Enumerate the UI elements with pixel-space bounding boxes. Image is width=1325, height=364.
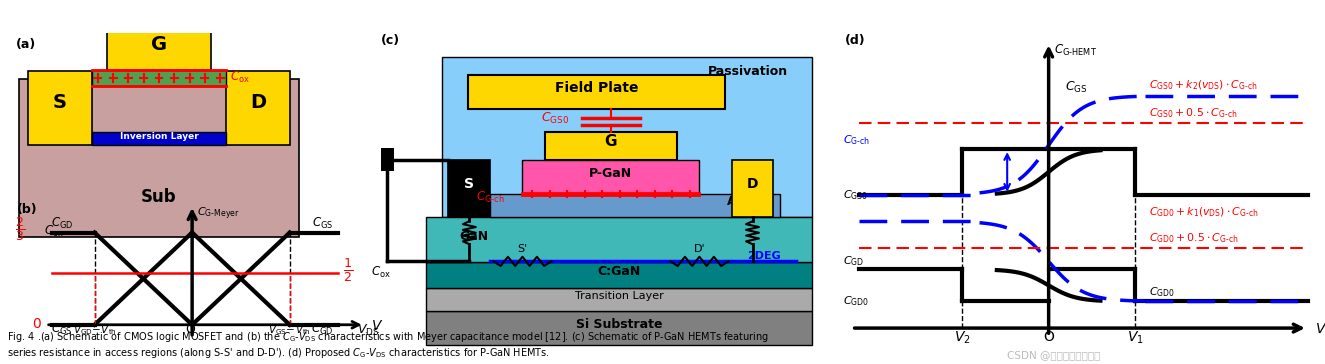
Text: 2DEG: 2DEG — [747, 251, 780, 261]
Bar — [490, 194, 780, 217]
Text: Inversion Layer: Inversion Layer — [119, 132, 199, 141]
Text: $C_{\rm ox}$: $C_{\rm ox}$ — [44, 224, 64, 239]
Text: $C_{\rm GD}$: $C_{\rm GD}$ — [843, 254, 864, 268]
Text: $C_{\rm ox}$: $C_{\rm ox}$ — [231, 70, 250, 85]
Text: D: D — [250, 94, 266, 112]
Text: (a): (a) — [16, 38, 36, 51]
Text: $\frac{1}{2}$: $\frac{1}{2}$ — [343, 256, 354, 284]
Text: O: O — [186, 323, 195, 336]
Text: $C_{\rm GS}$: $C_{\rm GS}$ — [1065, 79, 1088, 95]
Text: Field Plate: Field Plate — [555, 81, 639, 95]
Text: Fig. 4 .(a) Schematic of CMOS logic MOSFET and (b) the $C_{\rm G}$-$V_{\rm DS}$ : Fig. 4 .(a) Schematic of CMOS logic MOSF… — [7, 331, 768, 360]
Text: C:GaN: C:GaN — [598, 265, 640, 278]
Text: Passivation: Passivation — [708, 65, 788, 78]
Text: Sub: Sub — [142, 188, 176, 206]
Text: CSDN @幻象空间的十三楼: CSDN @幻象空间的十三楼 — [1007, 351, 1100, 360]
Bar — [425, 262, 812, 288]
Bar — [106, 31, 212, 70]
Text: G: G — [604, 134, 617, 149]
Text: (c): (c) — [380, 34, 400, 47]
Text: $C_{\rm G\text{-}ch}$: $C_{\rm G\text{-}ch}$ — [843, 133, 871, 147]
Text: $V_{\rm DS}$: $V_{\rm DS}$ — [356, 323, 379, 338]
Text: $C_{\rm GS0}+k_2(v_{\rm DS})\cdot C_{\rm G\text{-}ch}$: $C_{\rm GS0}+k_2(v_{\rm DS})\cdot C_{\rm… — [1149, 78, 1257, 92]
Text: (d): (d) — [845, 35, 865, 47]
Bar — [227, 71, 290, 145]
Text: O: O — [1043, 331, 1055, 344]
Text: $C_{\rm G\text{-}Meyer}$: $C_{\rm G\text{-}Meyer}$ — [197, 206, 240, 222]
Bar — [28, 71, 91, 145]
Text: $\frac{2}{3}$: $\frac{2}{3}$ — [15, 215, 25, 243]
Text: $C_{\rm ox}$: $C_{\rm ox}$ — [371, 265, 391, 280]
Text: 0: 0 — [32, 317, 40, 331]
Text: $C_{\rm G\text{-}ch}$: $C_{\rm G\text{-}ch}$ — [476, 190, 505, 205]
Text: $C_{\rm GS0}$: $C_{\rm GS0}$ — [541, 111, 568, 126]
Text: $C_{\rm GS}$: $C_{\rm GS}$ — [52, 322, 73, 337]
Text: D: D — [747, 177, 758, 191]
Text: Transition Layer: Transition Layer — [575, 291, 664, 301]
Text: $C_{\rm GS}$: $C_{\rm GS}$ — [311, 216, 333, 231]
Text: $C_{\rm GS0}$: $C_{\rm GS0}$ — [843, 188, 868, 202]
Text: S': S' — [517, 244, 527, 254]
Text: (b): (b) — [16, 203, 37, 217]
Bar — [522, 159, 700, 194]
Text: $V_{\rm GS}\!-\!V_{\rm th}$: $V_{\rm GS}\!-\!V_{\rm th}$ — [268, 324, 311, 337]
Text: $V_{\rm DS}$: $V_{\rm DS}$ — [1314, 321, 1325, 338]
Bar — [425, 288, 812, 310]
Bar — [545, 132, 677, 159]
Text: $V$: $V$ — [371, 319, 383, 333]
Text: S: S — [464, 177, 474, 191]
Text: $V_2$: $V_2$ — [954, 329, 971, 346]
Bar — [448, 159, 490, 217]
Bar — [91, 132, 227, 145]
Bar — [425, 217, 812, 262]
Text: $C_{\rm GD0}+k_1(v_{\rm DS})\cdot C_{\rm G\text{-}ch}$: $C_{\rm GD0}+k_1(v_{\rm DS})\cdot C_{\rm… — [1149, 205, 1259, 219]
Text: S: S — [53, 94, 66, 112]
Bar — [19, 79, 299, 237]
Text: AlGaN: AlGaN — [727, 195, 768, 208]
Bar — [443, 56, 812, 217]
Bar — [731, 159, 774, 217]
Text: GaN: GaN — [460, 230, 489, 243]
Text: D': D' — [693, 244, 705, 254]
Text: $C_{\rm GD0}$: $C_{\rm GD0}$ — [1149, 285, 1174, 299]
Text: $V_{\rm GD}\!-\!V_{\rm th}$: $V_{\rm GD}\!-\!V_{\rm th}$ — [73, 324, 117, 337]
Text: $C_{\rm GD0}$: $C_{\rm GD0}$ — [843, 294, 869, 308]
Text: G: G — [151, 35, 167, 54]
Bar — [468, 75, 725, 109]
Text: $C_{\rm G\text{-}HEMT}$: $C_{\rm G\text{-}HEMT}$ — [1053, 43, 1097, 58]
Text: $C_{\rm GD}$: $C_{\rm GD}$ — [311, 322, 334, 337]
Text: $V_1$: $V_1$ — [1126, 329, 1143, 346]
Text: $C_{\rm GD}$: $C_{\rm GD}$ — [50, 216, 73, 231]
Text: P-GaN: P-GaN — [590, 167, 632, 180]
Text: Si Substrate: Si Substrate — [576, 318, 662, 331]
Text: $C_{\rm GD0}+0.5\cdot C_{\rm G\text{-}ch}$: $C_{\rm GD0}+0.5\cdot C_{\rm G\text{-}ch… — [1149, 232, 1239, 245]
Bar — [380, 148, 394, 171]
Text: $C_{\rm GS0}+0.5\cdot C_{\rm G\text{-}ch}$: $C_{\rm GS0}+0.5\cdot C_{\rm G\text{-}ch… — [1149, 106, 1238, 120]
Bar — [91, 70, 227, 86]
Bar — [425, 310, 812, 345]
